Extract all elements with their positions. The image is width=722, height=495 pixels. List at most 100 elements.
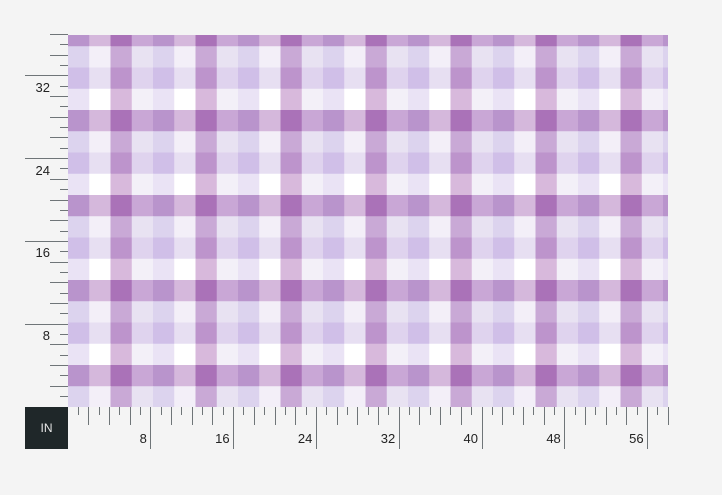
pattern-cell xyxy=(429,152,451,175)
pattern-cell xyxy=(280,280,303,302)
pattern-cell xyxy=(344,173,366,196)
pattern-cell xyxy=(450,131,473,153)
pattern-cell xyxy=(556,386,579,407)
pattern-cell xyxy=(238,152,260,175)
pattern-cell xyxy=(110,343,133,366)
pattern-cell xyxy=(259,110,281,132)
ruler-label-x: 16 xyxy=(215,431,230,446)
pattern-cell xyxy=(408,386,430,407)
ruler-tick xyxy=(564,407,566,449)
ruler-label-y: 16 xyxy=(35,245,50,261)
pattern-cell xyxy=(599,67,621,90)
ruler-tick xyxy=(50,137,68,139)
pattern-cell xyxy=(450,110,473,132)
pattern-cell xyxy=(301,110,324,132)
pattern-cell xyxy=(535,301,558,323)
pattern-cell xyxy=(408,343,430,366)
ruler-tick xyxy=(626,407,628,425)
pattern-cell xyxy=(280,131,303,153)
pattern-cell xyxy=(195,46,218,68)
pattern-cell xyxy=(280,35,303,47)
pattern-cell xyxy=(280,173,303,196)
pattern-cell xyxy=(68,258,90,281)
pattern-cell xyxy=(301,35,324,47)
pattern-cell xyxy=(323,365,345,387)
pattern-cell xyxy=(599,343,621,366)
pattern-cell xyxy=(535,46,558,68)
ruler-tick xyxy=(284,407,286,415)
pattern-cell xyxy=(429,343,451,366)
pattern-cell xyxy=(131,365,154,387)
pattern-cell xyxy=(216,322,239,345)
pattern-cell xyxy=(174,67,196,90)
pattern-cell xyxy=(216,237,239,260)
pattern-cell xyxy=(429,67,451,90)
pattern-cell xyxy=(153,365,175,387)
pattern-cell xyxy=(68,301,90,323)
ruler-label-x: 24 xyxy=(297,431,313,446)
ruler-tick xyxy=(533,407,535,415)
ruler-label-x: 40 xyxy=(463,431,478,446)
pattern-cell xyxy=(259,365,281,387)
pattern-cell xyxy=(365,216,388,238)
pattern-cell xyxy=(259,131,281,153)
pattern-cell xyxy=(556,173,579,196)
pattern-cell xyxy=(89,280,111,302)
ruler-tick xyxy=(60,85,68,87)
pattern-cell xyxy=(259,301,281,323)
ruler-tick xyxy=(60,251,68,253)
pattern-cell xyxy=(259,88,281,111)
pattern-cell xyxy=(471,46,494,68)
pattern-cell xyxy=(344,386,366,407)
pattern-cell xyxy=(238,131,260,153)
pattern-cell xyxy=(280,110,303,132)
pattern-cell xyxy=(365,173,388,196)
pattern-cell xyxy=(323,237,345,260)
pattern-cell xyxy=(620,46,643,68)
ruler-tick xyxy=(543,407,545,425)
pattern-cell xyxy=(386,280,409,302)
ruler-tick xyxy=(50,178,68,180)
pattern-cell xyxy=(450,195,473,217)
pattern-preview-canvas[interactable] xyxy=(68,35,668,407)
pattern-cell xyxy=(280,258,303,281)
pattern-cell xyxy=(408,216,430,238)
pattern-cell xyxy=(195,88,218,111)
pattern-cell xyxy=(344,343,366,366)
ruler-tick xyxy=(574,407,576,415)
unit-toggle-button[interactable]: IN xyxy=(25,407,68,449)
pattern-cell xyxy=(195,322,218,345)
ruler-tick xyxy=(60,230,68,232)
pattern-cell xyxy=(174,301,196,323)
pattern-cell xyxy=(68,237,90,260)
pattern-cell xyxy=(599,237,621,260)
pattern-cell xyxy=(131,301,154,323)
pattern-cell xyxy=(620,216,643,238)
pattern-cell xyxy=(620,152,643,175)
pattern-cell xyxy=(386,343,409,366)
pattern-cell xyxy=(408,365,430,387)
ruler-tick xyxy=(616,407,618,415)
pattern-cell xyxy=(599,173,621,196)
ruler-tick xyxy=(60,127,68,129)
pattern-cell xyxy=(259,35,281,47)
pattern-cell xyxy=(110,152,133,175)
pattern-cell xyxy=(429,88,451,111)
pattern-cell xyxy=(365,131,388,153)
pattern-cell xyxy=(641,35,664,47)
pattern-cell xyxy=(450,216,473,238)
pattern-cell xyxy=(663,195,668,217)
pattern-cell xyxy=(131,152,154,175)
ruler-tick xyxy=(119,407,121,415)
pattern-cell xyxy=(323,216,345,238)
pattern-cell xyxy=(365,258,388,281)
pattern-cell xyxy=(493,131,515,153)
pattern-cell xyxy=(578,343,600,366)
pattern-cell xyxy=(365,386,388,407)
pattern-cell xyxy=(365,301,388,323)
pattern-cell xyxy=(514,322,536,345)
ruler-tick xyxy=(191,407,193,425)
pattern-cell xyxy=(535,131,558,153)
ruler-tick xyxy=(50,282,68,284)
pattern-cell xyxy=(493,386,515,407)
